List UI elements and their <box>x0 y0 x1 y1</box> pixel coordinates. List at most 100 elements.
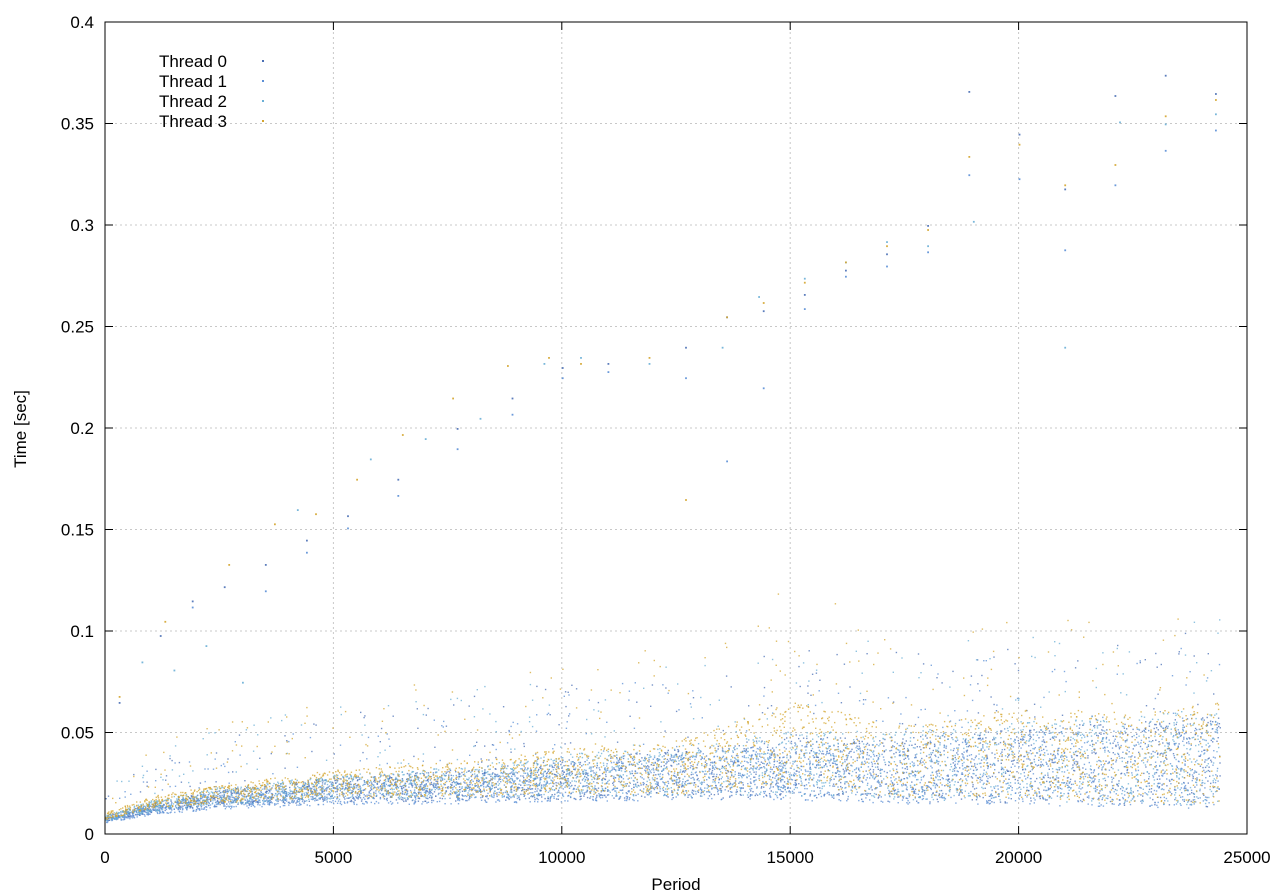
scatter-point <box>1132 748 1134 750</box>
scatter-point <box>1164 730 1166 732</box>
scatter-point <box>656 766 658 768</box>
scatter-point <box>446 771 448 773</box>
scatter-point <box>313 797 316 800</box>
scatter-point <box>458 793 460 795</box>
scatter-point <box>880 800 882 802</box>
scatter-point <box>1090 769 1092 771</box>
scatter-point <box>1171 793 1173 795</box>
scatter-point <box>898 777 900 779</box>
scatter-point <box>1168 743 1170 746</box>
scatter-point <box>129 814 131 816</box>
scatter-point <box>528 779 530 781</box>
scatter-point <box>445 772 447 774</box>
scatter-point <box>752 758 754 760</box>
scatter-point <box>979 690 981 692</box>
scatter-point <box>699 752 701 754</box>
scatter-point <box>891 774 893 776</box>
scatter-point <box>214 806 216 808</box>
scatter-point <box>1174 719 1176 721</box>
scatter-point <box>395 799 398 801</box>
scatter-point <box>959 767 961 769</box>
scatter-point <box>725 675 728 677</box>
scatter-point <box>1038 792 1041 794</box>
scatter-point <box>665 752 667 754</box>
outlier-point <box>191 600 194 603</box>
scatter-point <box>545 773 548 775</box>
scatter-point <box>637 793 639 795</box>
scatter-point <box>1003 740 1005 743</box>
outlier-point <box>886 253 888 256</box>
scatter-point <box>365 801 368 803</box>
scatter-point <box>664 783 666 786</box>
scatter-point <box>531 788 534 790</box>
scatter-point <box>1165 754 1167 757</box>
scatter-point <box>780 769 782 771</box>
scatter-point <box>160 807 162 810</box>
scatter-point <box>822 738 825 740</box>
scatter-point <box>639 753 641 755</box>
scatter-point <box>573 768 575 770</box>
scatter-point <box>616 761 618 763</box>
scatter-point <box>1140 800 1142 802</box>
scatter-point <box>870 786 872 789</box>
scatter-point <box>870 774 872 777</box>
scatter-point <box>394 783 396 785</box>
scatter-point <box>169 785 171 788</box>
scatter-point <box>415 772 417 775</box>
scatter-point <box>534 778 537 780</box>
scatter-point <box>1193 772 1195 774</box>
scatter-point <box>843 743 845 745</box>
scatter-point <box>469 781 471 784</box>
scatter-point <box>790 767 792 769</box>
scatter-point <box>1056 786 1059 788</box>
scatter-point <box>449 769 452 772</box>
scatter-point <box>1016 771 1018 773</box>
scatter-point <box>253 796 255 798</box>
scatter-point <box>1033 748 1035 750</box>
scatter-point <box>607 780 609 783</box>
scatter-point <box>825 754 827 756</box>
scatter-point <box>737 774 740 776</box>
scatter-point <box>1194 733 1197 736</box>
scatter-point <box>821 752 823 755</box>
scatter-point <box>798 665 800 668</box>
scatter-point <box>213 798 215 800</box>
scatter-point <box>1024 755 1026 758</box>
scatter-point <box>612 777 615 779</box>
scatter-point <box>469 797 471 799</box>
scatter-point <box>481 761 483 763</box>
scatter-point <box>1048 768 1050 770</box>
scatter-point <box>689 762 691 764</box>
scatter-point <box>482 772 484 775</box>
scatter-point <box>408 773 410 775</box>
scatter-point <box>209 804 212 806</box>
scatter-point <box>254 806 256 808</box>
scatter-point <box>124 791 126 793</box>
scatter-point <box>511 771 513 773</box>
scatter-point <box>521 768 523 770</box>
scatter-point <box>1022 736 1025 738</box>
scatter-point <box>1165 726 1167 729</box>
scatter-point <box>840 781 842 784</box>
scatter-point <box>549 765 551 767</box>
scatter-point <box>756 766 758 768</box>
scatter-point <box>247 807 250 809</box>
scatter-point <box>722 729 724 732</box>
scatter-point <box>382 787 384 790</box>
scatter-point <box>1102 726 1104 728</box>
scatter-point <box>471 773 474 776</box>
scatter-point <box>809 795 811 797</box>
scatter-point <box>340 778 342 780</box>
scatter-point <box>672 759 674 761</box>
scatter-point <box>589 791 591 793</box>
scatter-point <box>974 756 977 759</box>
scatter-point <box>775 779 778 782</box>
scatter-point <box>568 694 570 696</box>
scatter-point <box>181 802 183 804</box>
scatter-point <box>795 734 797 736</box>
scatter-point <box>433 719 435 721</box>
scatter-point <box>912 788 914 790</box>
scatter-point <box>408 786 410 788</box>
scatter-point <box>1119 733 1121 735</box>
scatter-point <box>220 792 222 794</box>
